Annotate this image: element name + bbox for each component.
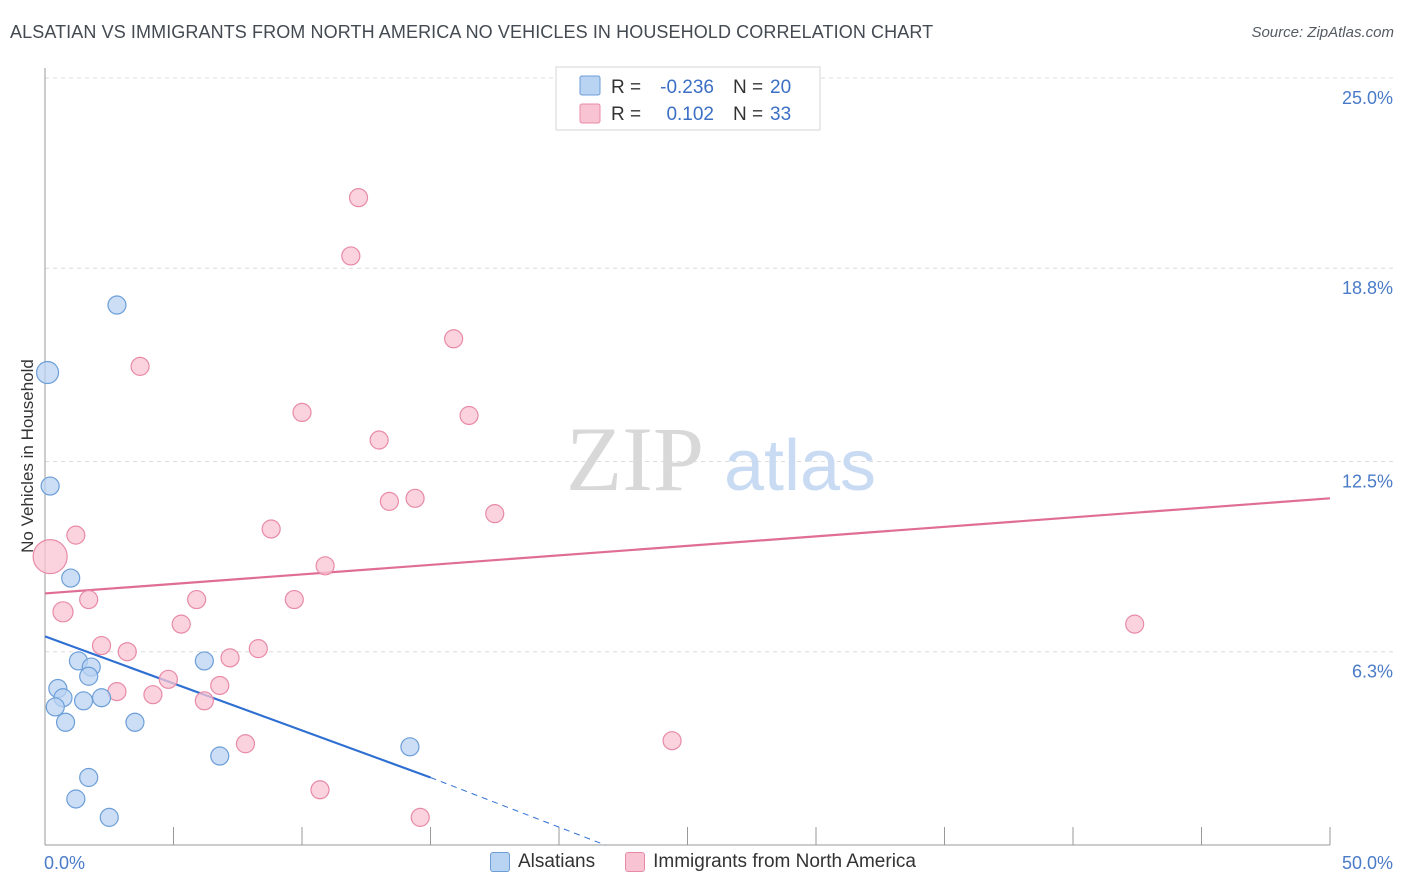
grid-lines	[45, 77, 1393, 653]
bottom-legend-swatch-immigrants	[625, 852, 646, 872]
immigrants-point	[117, 642, 137, 662]
immigrants-point	[284, 589, 304, 610]
alsatians-point	[73, 691, 94, 711]
bottom-legend-swatch-alsatians	[489, 852, 510, 872]
bottom-legend-label-immigrants: Immigrants from North America	[653, 851, 916, 872]
immigrants-point	[143, 685, 163, 705]
immigrants-point	[459, 405, 479, 426]
bottom-legend-label-alsatians: Alsatians	[517, 851, 596, 872]
y-tick-label: 18.8%	[1342, 278, 1393, 298]
watermark: ZIP atlas	[566, 408, 876, 510]
immigrants-point	[32, 539, 68, 575]
immigrants-point	[292, 402, 312, 423]
alsatians-point	[194, 651, 214, 671]
source-label: Source: ZipAtlas.com	[1251, 24, 1394, 41]
y-axis-label: No Vehicles in Household	[18, 359, 37, 553]
legend-n-label-0: N =	[733, 77, 763, 98]
trend-line-alsatians-extension	[430, 777, 606, 846]
alsatians-point	[45, 697, 65, 717]
immigrants-point	[79, 589, 99, 610]
bottom-legend-item-alsatians: Alsatians	[489, 851, 596, 873]
trend-line-immigrants	[44, 497, 1331, 595]
legend-n-label-1: N =	[733, 104, 763, 125]
alsatians-point	[79, 767, 99, 788]
immigrants-point	[369, 430, 389, 450]
data-points	[32, 188, 1145, 827]
immigrants-point	[235, 734, 256, 754]
y-tick-label: 25.0%	[1342, 88, 1393, 108]
watermark-atlas: atlas	[724, 426, 876, 506]
immigrants-point	[158, 669, 178, 689]
immigrants-point	[194, 691, 214, 711]
legend-r-value-1: 0.102	[666, 104, 714, 125]
immigrants-point	[210, 675, 230, 696]
legend-r-label-1: R =	[611, 104, 641, 125]
immigrants-point	[405, 488, 425, 508]
legend-swatch-immigrants	[579, 103, 601, 124]
legend-r-label-0: R =	[611, 77, 641, 98]
alsatians-point	[79, 666, 99, 686]
legend-swatch-alsatians	[579, 75, 601, 96]
alsatians-point	[99, 807, 119, 827]
trend-line-alsatians	[44, 635, 431, 779]
alsatians-point	[40, 476, 60, 496]
alsatians-point	[400, 737, 420, 757]
alsatians-point	[35, 360, 60, 385]
legend-n-value-0: 20	[770, 77, 791, 98]
tick-labels: 6.3% 12.5% 18.8% 25.0% 0.0% 50.0%	[44, 88, 1393, 873]
alsatians-point	[91, 688, 112, 708]
axes	[44, 68, 1331, 846]
alsatians-point	[125, 712, 145, 732]
alsatians-point	[107, 295, 127, 315]
alsatians-point	[61, 568, 81, 588]
immigrants-point	[220, 648, 240, 668]
y-tick-label: 12.5%	[1342, 472, 1393, 492]
bottom-legend-item-immigrants: Immigrants from North America	[625, 851, 916, 873]
x-tick-label-min: 0.0%	[44, 853, 85, 873]
immigrants-point	[66, 525, 86, 545]
immigrants-point	[310, 780, 330, 800]
immigrants-point	[171, 614, 191, 634]
immigrants-point	[315, 556, 335, 576]
legend-r-value-0: -0.236	[660, 77, 714, 98]
immigrants-point	[410, 807, 430, 827]
legend-n-value-1: 33	[770, 104, 791, 125]
y-tick-label: 6.3%	[1352, 662, 1393, 682]
immigrants-point	[444, 329, 464, 349]
chart-title: ALSATIAN VS IMMIGRANTS FROM NORTH AMERIC…	[10, 22, 934, 42]
watermark-zip: ZIP	[566, 408, 704, 510]
immigrants-point	[662, 731, 682, 751]
immigrants-point	[485, 504, 505, 524]
immigrants-point	[261, 519, 281, 539]
immigrants-point	[130, 356, 150, 376]
immigrants-point	[1125, 614, 1145, 634]
immigrants-point	[52, 601, 74, 623]
immigrants-point	[379, 491, 399, 511]
x-tick-label-max: 50.0%	[1342, 853, 1393, 873]
alsatians-point	[55, 712, 76, 732]
trend-lines	[44, 497, 1331, 846]
immigrants-point	[341, 246, 361, 266]
alsatians-point	[210, 746, 230, 766]
immigrants-point	[348, 188, 369, 208]
immigrants-point	[187, 589, 207, 610]
bottom-legend: Alsatians Immigrants from North America	[0, 851, 1406, 873]
alsatians-point	[66, 789, 86, 809]
legend: R = -0.236 N = 20 R = 0.102 N = 33	[555, 66, 821, 131]
immigrants-point	[91, 635, 112, 656]
immigrants-point	[248, 639, 268, 659]
